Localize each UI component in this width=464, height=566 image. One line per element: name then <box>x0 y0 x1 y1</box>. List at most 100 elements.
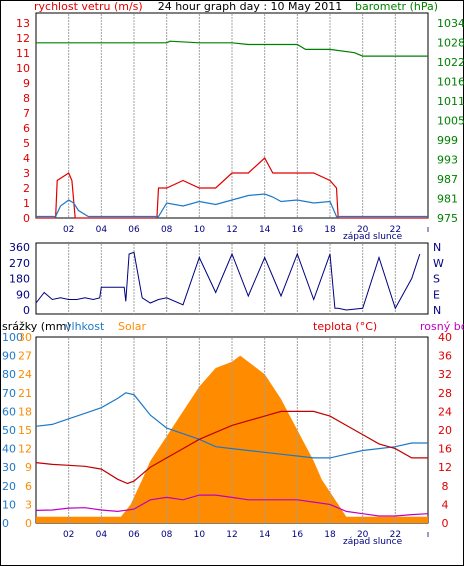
compass-tick-label: E <box>433 288 440 301</box>
solar-tick-label: 15 <box>18 424 32 437</box>
left-tick-label: 7 <box>23 107 30 120</box>
temperature-tick-label: 20 <box>438 424 452 437</box>
series-humidity <box>35 392 428 459</box>
temperature-tick-label: 0 <box>442 517 449 530</box>
x-tick-label: 14 <box>259 225 271 235</box>
barometer-axis-label: barometr (hPa) <box>355 0 438 13</box>
solar-tick-label: 21 <box>18 387 32 400</box>
humidity-tick-label: 20 <box>2 480 16 493</box>
solar-axis-label: Solar <box>118 320 147 333</box>
panel-wind-baro-frame <box>35 12 429 219</box>
sunset-label-bottom: západ slunce <box>343 537 403 547</box>
solar-tick-label: 0 <box>25 517 32 530</box>
x-tick-label: 04 <box>96 530 108 540</box>
x-tick-mark: ı <box>427 530 430 540</box>
left-tick-label: 2 <box>23 182 30 195</box>
x-tick-label: 10 <box>194 530 206 540</box>
solar-tick-label: 27 <box>18 350 32 363</box>
direction-tick-label: 0 <box>23 304 30 317</box>
panel-wind-baro: 0123456789101112139759819879939991005101… <box>16 14 464 235</box>
left-tick-label: 6 <box>23 122 30 135</box>
temperature-tick-label: 16 <box>438 443 452 456</box>
series-wind-direction <box>35 251 421 311</box>
x-tick-label: 04 <box>96 225 108 235</box>
x-tick-label: 02 <box>63 225 74 235</box>
left-tick-label: 1 <box>23 197 30 210</box>
temperature-tick-label: 4 <box>442 498 449 511</box>
x-tick-label: 12 <box>226 225 237 235</box>
solar-tick-label: 18 <box>18 405 32 418</box>
right-tick-label: 1005 <box>437 115 464 128</box>
temperature-tick-label: 12 <box>438 461 452 474</box>
humidity-tick-label: 50 <box>2 424 16 437</box>
series-barometer <box>36 40 428 57</box>
humidity-tick-label: 0 <box>2 517 9 530</box>
humidity-tick-label: 60 <box>2 405 16 418</box>
direction-tick-label: 90 <box>16 288 30 301</box>
solar-tick-label: 3 <box>25 498 32 511</box>
x-tick-label: 08 <box>161 530 173 540</box>
wind-speed-axis-label: rychlost vetru (m/s) <box>34 0 143 13</box>
x-tick-label: 16 <box>292 225 304 235</box>
x-tick-label: 18 <box>324 530 336 540</box>
right-tick-label: 999 <box>437 134 458 147</box>
x-tick-label: 22 <box>390 530 401 540</box>
humidity-tick-label: 30 <box>2 461 16 474</box>
left-tick-label: 3 <box>23 167 30 180</box>
right-tick-label: 1022 <box>437 56 464 69</box>
solar-tick-label: 12 <box>18 443 32 456</box>
right-tick-label: 993 <box>437 154 458 167</box>
x-tick-label: 12 <box>226 530 237 540</box>
left-tick-label: 0 <box>23 212 30 225</box>
left-tick-label: 11 <box>16 47 30 60</box>
solar-tick-label: 30 <box>18 331 32 344</box>
right-tick-label: 987 <box>437 173 458 186</box>
temperature-tick-label: 32 <box>438 368 452 381</box>
x-tick-label: 06 <box>128 225 140 235</box>
left-tick-label: 8 <box>23 92 30 105</box>
humidity-tick-label: 80 <box>2 368 16 381</box>
x-tick-label: 20 <box>357 225 369 235</box>
x-tick-label: 18 <box>324 225 336 235</box>
right-tick-label: 1016 <box>437 76 464 89</box>
humidity-tick-label: 90 <box>2 350 16 363</box>
panel-temp-solar: 0102030405060708090100036912151821242730… <box>2 331 452 540</box>
solar-tick-label: 24 <box>18 368 32 381</box>
temperature-axis-label: teplota (°C) <box>313 320 377 333</box>
direction-tick-label: 180 <box>9 273 30 286</box>
x-tick-label: 16 <box>292 530 304 540</box>
humidity-tick-label: 10 <box>2 498 16 511</box>
x-tick-label: 20 <box>357 530 369 540</box>
compass-tick-label: W <box>433 257 444 270</box>
x-tick-label: 08 <box>161 225 173 235</box>
series-solar-area <box>36 355 428 523</box>
temperature-tick-label: 8 <box>442 480 449 493</box>
left-tick-label: 5 <box>23 137 30 150</box>
dewpoint-axis-label: rosný bod <box>420 320 464 333</box>
left-tick-label: 9 <box>23 77 30 90</box>
x-tick-label: 22 <box>390 225 401 235</box>
left-tick-label: 10 <box>16 62 30 75</box>
left-tick-label: 13 <box>16 17 30 30</box>
x-tick-label: 10 <box>194 225 206 235</box>
x-tick-label: 02 <box>63 530 74 540</box>
humidity-tick-label: 70 <box>2 387 16 400</box>
humidity-tick-label: 40 <box>2 443 16 456</box>
x-tick-label: 14 <box>259 530 271 540</box>
compass-tick-label: N <box>433 304 441 317</box>
compass-tick-label: N <box>433 241 441 254</box>
direction-tick-label: 270 <box>9 257 30 270</box>
left-tick-label: 4 <box>23 152 30 165</box>
direction-tick-label: 360 <box>9 241 30 254</box>
temperature-tick-label: 36 <box>438 350 452 363</box>
right-tick-label: 975 <box>437 212 458 225</box>
right-tick-label: 1028 <box>437 37 464 50</box>
sunset-label-top: západ slunce <box>343 232 403 242</box>
solar-tick-label: 6 <box>25 480 32 493</box>
temperature-tick-label: 40 <box>438 331 452 344</box>
series-gust <box>36 157 428 219</box>
temperature-tick-label: 28 <box>438 387 452 400</box>
solar-tick-label: 9 <box>25 461 32 474</box>
humidity-axis-label: vlhkost <box>65 320 105 333</box>
